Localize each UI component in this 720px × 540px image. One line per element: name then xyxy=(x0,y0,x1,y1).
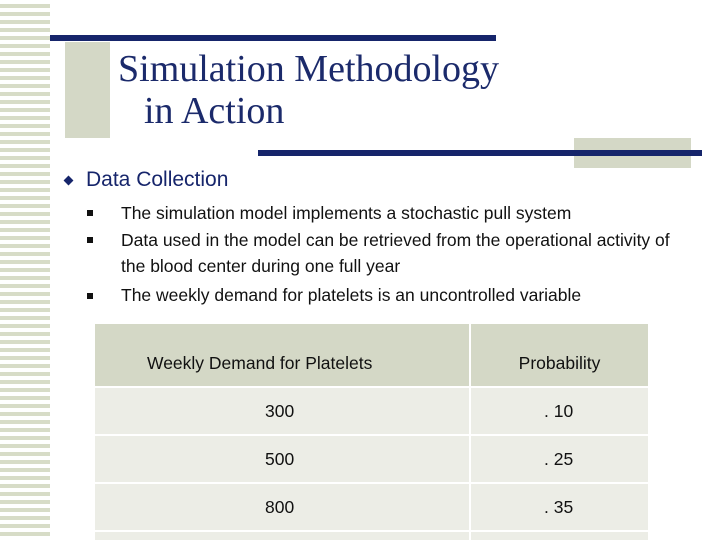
table-row: 800 . 35 xyxy=(95,483,648,532)
slide-title-line-1: Simulation Methodology xyxy=(118,48,500,90)
decorative-stripes xyxy=(0,0,50,540)
square-bullet-icon xyxy=(87,236,93,243)
slide-title: Simulation Methodology in Action xyxy=(118,48,499,132)
empty-cell xyxy=(470,531,648,540)
slide-title-line-2: in Action xyxy=(144,90,285,132)
empty-cell xyxy=(95,531,471,540)
demand-cell: 800 xyxy=(95,483,471,532)
demand-probability-table: Weekly Demand for Platelets Probability … xyxy=(95,324,648,540)
title-bottom-bar xyxy=(258,150,702,156)
table-row: 300 . 10 xyxy=(95,387,648,436)
square-bullet-icon xyxy=(87,210,93,216)
title-top-bar xyxy=(50,35,496,41)
table-row xyxy=(95,531,648,540)
table-header-row: Weekly Demand for Platelets Probability xyxy=(95,324,648,388)
probability-cell: . 10 xyxy=(470,387,648,436)
title-accent-block xyxy=(65,42,110,138)
diamond-bullet-icon xyxy=(63,175,74,185)
column-header-probability: Probability xyxy=(470,324,648,388)
bullet-text: The weekly demand for platelets is an un… xyxy=(121,284,582,305)
list-item: The weekly demand for platelets is an un… xyxy=(85,280,685,309)
table-row: 500 . 25 xyxy=(95,435,648,484)
section-heading: Data Collection xyxy=(86,168,229,191)
column-header-demand: Weekly Demand for Platelets xyxy=(95,324,471,388)
demand-cell: 500 xyxy=(95,435,471,484)
bullet-text: The simulation model implements a stocha… xyxy=(121,203,572,223)
probability-cell: . 35 xyxy=(470,483,648,532)
probability-cell: . 25 xyxy=(470,435,648,484)
demand-cell: 300 xyxy=(95,387,471,436)
list-item: Data used in the model can be retrieved … xyxy=(85,227,685,280)
section-bullet: Data Collection xyxy=(60,168,228,192)
bullet-text: Data used in the model can be retrieved … xyxy=(121,229,670,277)
bullet-list: The simulation model implements a stocha… xyxy=(85,200,685,308)
list-item: The simulation model implements a stocha… xyxy=(85,200,685,227)
square-bullet-icon xyxy=(87,292,93,299)
